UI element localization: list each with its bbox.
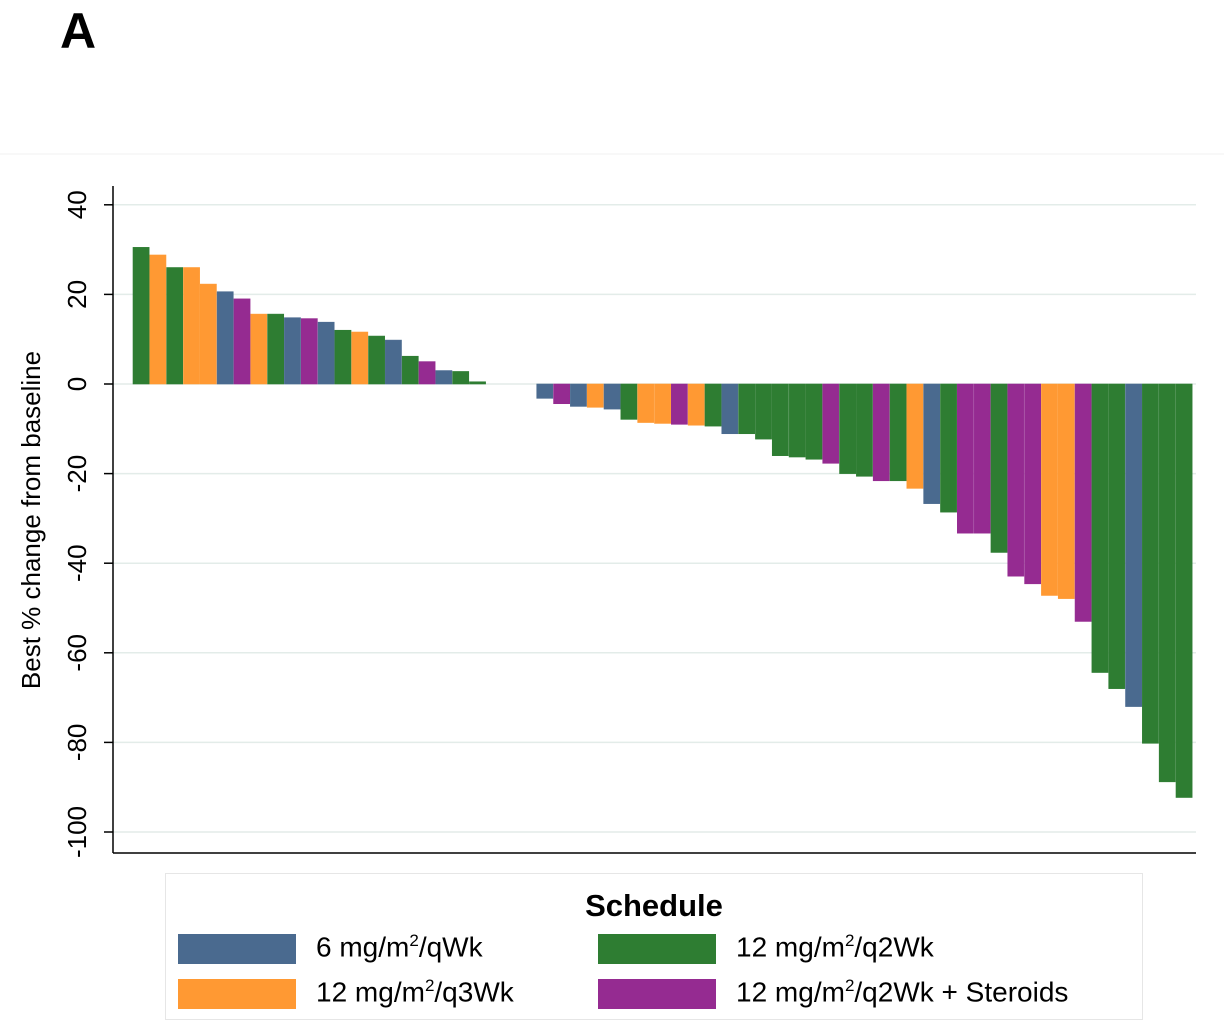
bar [586, 383, 604, 408]
bar [1108, 383, 1126, 689]
legend: Schedule 6 mg/m2/qWk 12 mg/m2/q2Wk 12 mg/m… [165, 873, 1143, 1020]
bar [149, 254, 167, 385]
bar [788, 383, 806, 458]
bar [839, 383, 856, 474]
bar [923, 383, 941, 504]
bar [1057, 383, 1075, 599]
bar [267, 313, 285, 385]
bar [1175, 383, 1193, 798]
legend-label: 12 mg/m2/q2Wk + Steroids [736, 976, 1069, 1008]
bar [1091, 383, 1109, 673]
bar [687, 383, 705, 426]
bar [469, 381, 486, 385]
bar [738, 383, 756, 435]
y-tick-label: -40 [62, 544, 92, 582]
bar [889, 383, 907, 482]
bar [856, 383, 873, 477]
bar [1125, 383, 1142, 707]
bar [284, 317, 301, 385]
bar [637, 383, 655, 423]
bar [704, 383, 722, 427]
bar [1024, 383, 1042, 585]
bar [317, 321, 335, 385]
bar [250, 313, 268, 385]
y-tick-label: -20 [62, 455, 92, 493]
bar [721, 383, 739, 435]
bar [620, 383, 638, 420]
bar [603, 383, 621, 410]
bar [199, 283, 217, 385]
y-axis-title: Best % change from baseline [16, 351, 46, 689]
bar [351, 331, 369, 385]
bar [973, 383, 991, 534]
bar [300, 318, 318, 385]
legend-label: 12 mg/m2/q2Wk [736, 931, 934, 963]
bar [1074, 383, 1092, 622]
bar [418, 361, 436, 385]
bar [1158, 383, 1176, 783]
y-ticks: 40 20 0 -20 -40 -60 -80 -100 [62, 190, 113, 858]
waterfall-chart: 40 20 0 -20 -40 -60 -80 -100 Best % change from… [0, 153, 1224, 858]
bar [906, 383, 924, 489]
bars [132, 247, 1193, 798]
bar [940, 383, 957, 513]
bar [822, 383, 840, 464]
y-tick-label: 40 [62, 190, 92, 219]
legend-swatch [178, 979, 296, 1009]
y-tick-label: -100 [62, 806, 92, 858]
legend-title: Schedule [585, 888, 723, 923]
y-tick-label: -80 [62, 724, 92, 762]
bar [671, 383, 688, 425]
y-tick-label: 0 [62, 377, 92, 391]
bar [183, 267, 200, 385]
bar [570, 383, 587, 407]
bar [385, 339, 402, 385]
legend-swatch [598, 979, 716, 1009]
bar [1142, 383, 1159, 744]
bar [805, 383, 823, 460]
bar [132, 247, 150, 385]
bar [957, 383, 974, 534]
bar [452, 371, 470, 385]
bar [401, 355, 419, 385]
bar [435, 370, 453, 385]
legend-swatch [598, 934, 716, 964]
bar [872, 383, 890, 482]
legend-swatch [178, 934, 296, 964]
bar [1041, 383, 1058, 596]
bar [755, 383, 772, 440]
bar [553, 383, 571, 405]
bar [216, 291, 234, 385]
bar [233, 298, 251, 385]
legend-label: 12 mg/m2/q3Wk [316, 976, 514, 1008]
y-tick-label: -60 [62, 634, 92, 672]
bar [334, 329, 352, 385]
bar [166, 267, 184, 385]
bar [536, 383, 554, 399]
bar [990, 383, 1008, 553]
y-tick-label: 20 [62, 280, 92, 309]
panel-label: A [60, 3, 97, 59]
bar [1007, 383, 1025, 577]
legend-label: 6 mg/m2/qWk [316, 931, 483, 963]
bar [771, 383, 789, 456]
bar [654, 383, 671, 424]
bar [368, 335, 385, 385]
